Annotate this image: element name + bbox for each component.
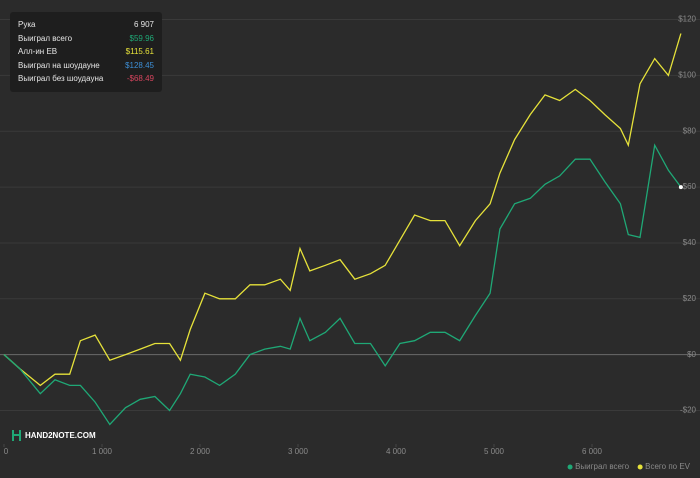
summary-row: Выиграл на шоудауне $128.45 <box>18 59 154 73</box>
legend-swatch <box>637 464 643 470</box>
x-tick-label: 5 000 <box>484 447 505 456</box>
x-tick-label: 4 000 <box>386 447 407 456</box>
summary-label: Алл-ин EB <box>18 47 58 57</box>
summary-box: Рука 6 907 Выиграл всего $59.96 Алл-ин EB $11… <box>10 12 162 92</box>
legend-swatch <box>567 464 573 470</box>
summary-value: $59.96 <box>129 33 154 43</box>
y-tick-label: $60 <box>683 182 697 191</box>
x-tick-label: 2 000 <box>190 447 211 456</box>
summary-value: -$68.49 <box>126 74 154 84</box>
summary-row: Алл-ин EB $115.61 <box>18 45 154 59</box>
y-tick-label: $100 <box>678 71 696 80</box>
y-tick-label: $0 <box>687 350 696 359</box>
y-tick-label: $20 <box>683 294 697 303</box>
y-tick-label: $40 <box>683 238 697 247</box>
summary-row: Рука 6 907 <box>18 18 154 32</box>
summary-value: $115.61 <box>125 47 154 57</box>
y-tick-label: -$20 <box>680 406 697 415</box>
series-line <box>3 33 682 387</box>
series-line <box>3 143 682 426</box>
summary-value: $128.45 <box>125 60 154 70</box>
summary-value: 6 907 <box>133 20 154 30</box>
end-point <box>678 185 683 190</box>
y-tick-label: $120 <box>678 15 696 24</box>
summary-label: Выиграл всего <box>18 33 73 43</box>
watermark: HAND2NOTE.COM <box>25 431 96 440</box>
x-tick-label: 0 <box>4 447 9 456</box>
legend-label: Выиграл всего <box>575 462 630 471</box>
logo: HAND2NOTE.COM <box>12 430 96 441</box>
summary-label: Рука <box>18 20 36 30</box>
x-tick-label: 1 000 <box>92 447 113 456</box>
summary-row: Выиграл без шоудауна -$68.49 <box>18 72 154 86</box>
summary-label: Выиграл без шоудауна <box>18 74 104 84</box>
summary-row: Выиграл всего $59.96 <box>18 32 154 46</box>
legend-label: Всего по EV <box>645 462 691 471</box>
x-tick-label: 6 000 <box>582 447 603 456</box>
y-tick-label: $80 <box>683 126 697 135</box>
summary-label: Выиграл на шоудауне <box>18 60 100 70</box>
logo-bar <box>12 434 21 436</box>
x-tick-label: 3 000 <box>288 447 309 456</box>
